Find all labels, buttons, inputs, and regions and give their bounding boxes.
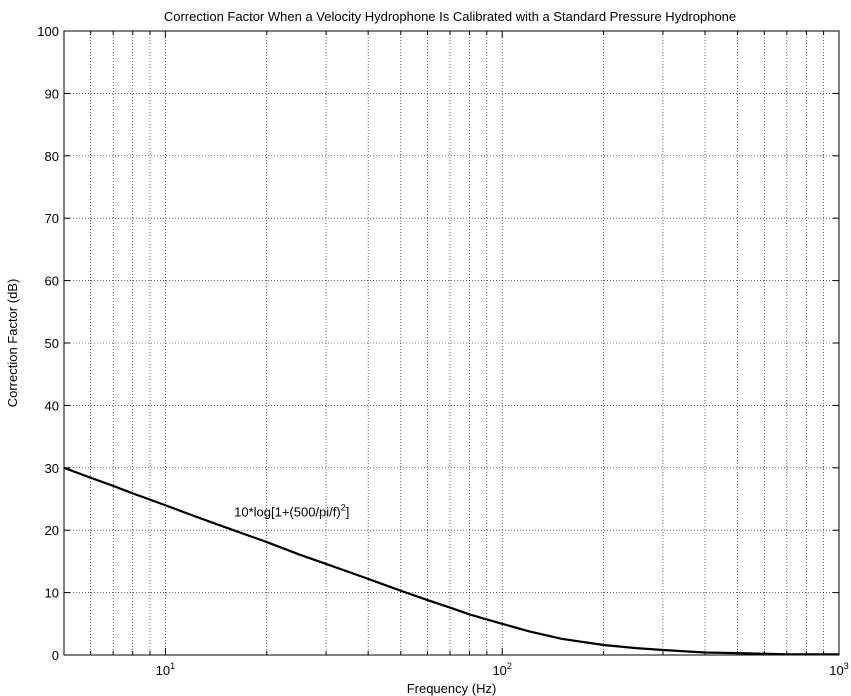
y-axis-label: Correction Factor (dB) <box>5 279 20 408</box>
y-tick-label: 40 <box>45 398 59 413</box>
x-tick-base: 10 <box>492 663 506 678</box>
grid <box>64 31 839 655</box>
y-tick-label: 90 <box>45 86 59 101</box>
chart-title: Correction Factor When a Velocity Hydrop… <box>164 9 736 24</box>
annotation-close-text: ] <box>346 504 350 519</box>
annotation-superscript: 2 <box>341 502 346 512</box>
y-tick-label: 0 <box>52 648 59 663</box>
x-tick-label: 101 <box>156 661 175 678</box>
annotation-label: 10*log[1+(500/pi/f)2] <box>234 502 349 519</box>
x-tick-exponent: 3 <box>844 661 849 671</box>
x-tick-label: 102 <box>492 661 511 678</box>
annotation-main-text: 10*log[1+(500/pi/f) <box>234 504 341 519</box>
y-tick-label: 10 <box>45 586 59 601</box>
x-tick-base: 10 <box>829 663 843 678</box>
x-axis-label: Frequency (Hz) <box>407 681 497 696</box>
y-tick-label: 50 <box>45 336 59 351</box>
y-tick-label: 70 <box>45 211 59 226</box>
y-tick-label: 100 <box>37 24 59 39</box>
y-tick-label: 30 <box>45 461 59 476</box>
y-tick-label: 20 <box>45 523 59 538</box>
correction-factor-curve <box>63 466 839 656</box>
curve-annotation: 10*log[1+(500/pi/f)2] <box>234 502 349 519</box>
x-tick-exponent: 2 <box>507 661 512 671</box>
ticks <box>63 30 840 656</box>
y-tick-label: 60 <box>45 274 59 289</box>
x-tick-exponent: 1 <box>170 661 175 671</box>
x-tick-base: 10 <box>156 663 170 678</box>
plot-lines <box>63 466 839 656</box>
y-tick-label: 80 <box>45 149 59 164</box>
x-tick-label: 103 <box>829 661 848 678</box>
